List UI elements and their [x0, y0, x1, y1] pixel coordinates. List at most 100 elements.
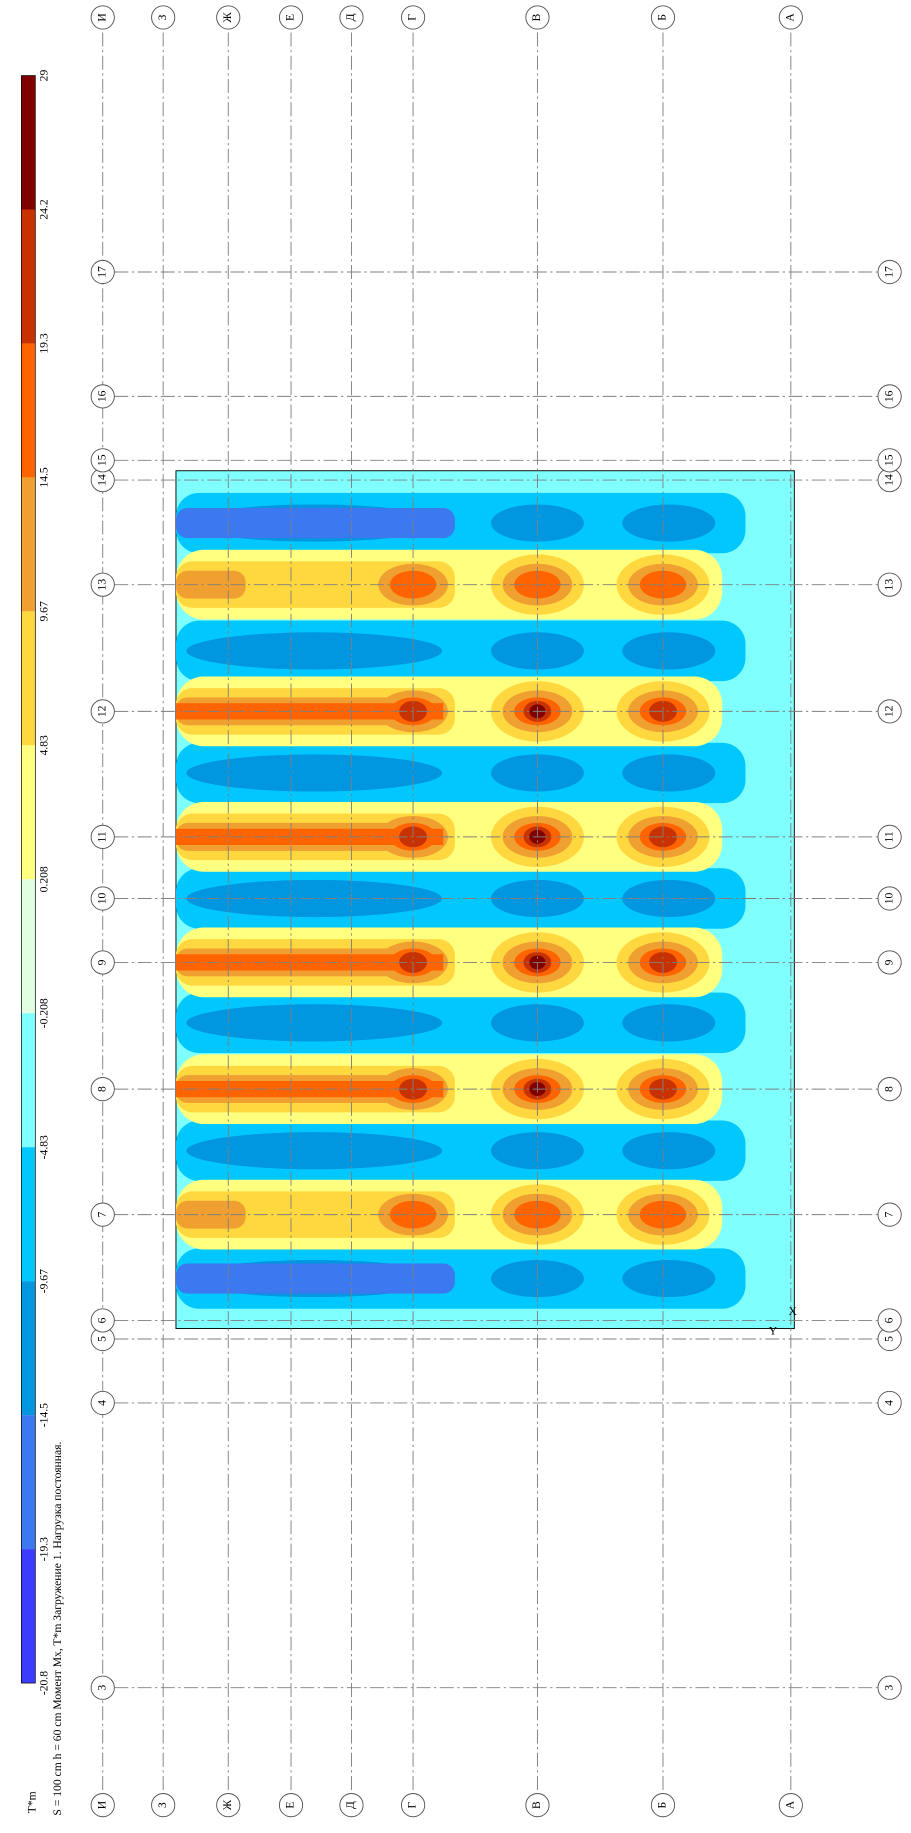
axis-bubble: [877, 448, 902, 473]
legend-swatch: [21, 209, 36, 344]
axis-label: Д: [344, 1801, 357, 1809]
axis-bubble: [90, 1390, 115, 1416]
neg-zone: [622, 504, 716, 542]
neg-zone: [622, 1132, 716, 1170]
unit-label: T*m: [26, 1791, 39, 1813]
axis-label: Д: [344, 13, 357, 21]
axis-label: И: [95, 13, 108, 22]
axis-bubble: [278, 5, 304, 30]
axis-bubble: [877, 1390, 902, 1416]
neg-zone: [622, 632, 716, 670]
axis-label: 8: [95, 1086, 108, 1092]
axis-bubble: [278, 1793, 304, 1818]
origin-x: X: [789, 1305, 798, 1318]
neg-core: [175, 1263, 455, 1294]
axis-label: 9: [95, 959, 108, 965]
axis-bubble: [90, 950, 115, 975]
legend-label: -19.3: [37, 1537, 50, 1561]
axis-label: В: [530, 1801, 543, 1809]
axis-bubble: [90, 1202, 115, 1227]
axis-bubble: [151, 1793, 176, 1818]
axis-bubble: [90, 1793, 115, 1818]
axis-label: 10: [882, 892, 895, 904]
legend-label: -4.83: [37, 1135, 50, 1159]
axis-label: 7: [95, 1212, 108, 1218]
neg-zone: [622, 754, 716, 792]
axis-bubble: [90, 572, 115, 597]
axis-label: 5: [882, 1336, 895, 1342]
axis-bubble: [877, 1202, 902, 1227]
axis-bubble: [650, 5, 676, 30]
axis-label: 5: [95, 1336, 108, 1342]
axis-bubble: [216, 1793, 241, 1818]
axis-bubble: [778, 5, 803, 30]
axis-label: Е: [284, 1802, 297, 1809]
axis-bubble: [90, 1675, 115, 1700]
axis-bubble: [90, 259, 115, 285]
axis-bubble: [90, 1077, 115, 1102]
axis-label: Е: [284, 14, 297, 21]
axis-bubble: [650, 1793, 676, 1818]
legend-label: -0.208: [37, 998, 50, 1028]
axis-label: 4: [95, 1400, 108, 1406]
axis-label: 17: [95, 266, 108, 278]
axis-label: Г: [406, 14, 419, 21]
legend-swatch: [21, 343, 36, 478]
legend-label: -20.8: [37, 1671, 50, 1695]
legend-swatch: [21, 75, 36, 210]
contour-group: [175, 492, 746, 1309]
axis-label: 9: [882, 959, 895, 965]
axis-label: 15: [95, 454, 108, 466]
axis-label: А: [784, 13, 797, 22]
axis-label: 14: [95, 474, 108, 486]
axis-label: 4: [882, 1400, 895, 1406]
neg-zone: [490, 1004, 584, 1042]
axis-label: З: [156, 14, 169, 20]
axis-bubble: [90, 5, 115, 30]
legend-label: 24.2: [37, 199, 50, 220]
legend-swatch: [21, 745, 36, 880]
axis-label: З: [156, 1802, 169, 1808]
legend-swatch: [21, 1549, 36, 1684]
axis-label: Ж: [221, 1799, 234, 1810]
axis-bubble: [525, 5, 550, 30]
neg-zone: [490, 754, 584, 792]
legend-swatch: [21, 1415, 36, 1550]
axis-bubble: [877, 572, 902, 597]
axis-label: 16: [95, 390, 108, 402]
axis-bubble: [216, 5, 241, 30]
axis-label: Г: [406, 1801, 419, 1808]
neg-zone: [186, 754, 443, 792]
neg-zone: [186, 1132, 443, 1170]
axis-label: В: [530, 13, 543, 21]
axis-label: 13: [95, 579, 108, 591]
neg-zone: [622, 1004, 716, 1042]
axis-label: 15: [882, 454, 895, 466]
axis-bubble: [90, 1308, 115, 1333]
legend-swatch: [21, 1147, 36, 1282]
legend-label: 9.67: [37, 601, 50, 622]
axis-label: 16: [882, 390, 895, 402]
axis-label: 13: [882, 579, 895, 591]
axis-bubble: [525, 1793, 550, 1818]
axis-bubble: [151, 5, 176, 30]
axis-label: 12: [95, 705, 108, 717]
axis-bubble: [877, 824, 902, 849]
axis-label: Б: [656, 1802, 669, 1809]
axis-label: 6: [95, 1317, 108, 1323]
axis-label: И: [95, 1800, 108, 1809]
axis-label: 10: [95, 892, 108, 904]
plate-contours: [175, 470, 795, 1330]
axis-bubble: [778, 1793, 803, 1818]
axis-bubble: [339, 5, 364, 30]
axis-label: А: [784, 1800, 797, 1809]
neg-zone: [186, 632, 443, 670]
neg-zone: [490, 1259, 584, 1298]
axis-label: 7: [882, 1212, 895, 1218]
legend-label: 29: [37, 70, 50, 82]
neg-zone: [186, 1004, 443, 1042]
legend-label: 14.5: [37, 467, 50, 488]
axis-bubble: [90, 824, 115, 849]
axis-bubble: [90, 448, 115, 473]
